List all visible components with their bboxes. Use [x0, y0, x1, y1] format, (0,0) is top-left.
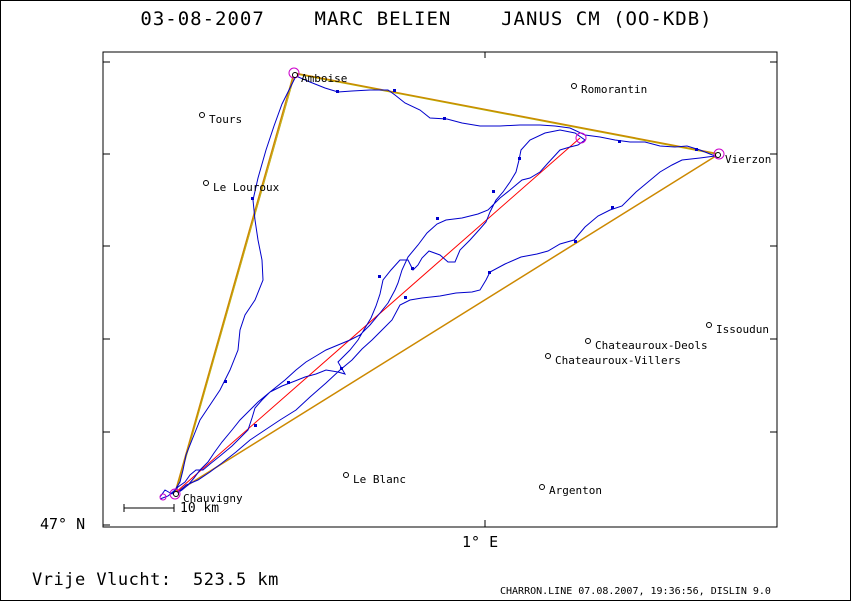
leg-1 [174, 72, 295, 494]
page-title: 03-08-2007 MARC BELIEN JANUS CM (OO-KDB) [140, 8, 713, 30]
town-label-tours: Tours [209, 113, 243, 126]
town-label-le-blanc: Le Blanc [353, 473, 406, 486]
town-dot-chateauroux-villers [545, 353, 551, 359]
scale-bar [123, 504, 175, 512]
town-dot-issoudun [706, 322, 712, 328]
town-label-issoudun: Issoudun [716, 323, 769, 336]
town-dot-chateauroux-deols [585, 338, 591, 344]
leg-1b [175, 73, 296, 494]
start-point [159, 493, 167, 501]
town-label-argenton: Argenton [549, 484, 602, 497]
flight-distance: Vrije Vlucht: 523.5 km [32, 570, 279, 590]
town-dot-le-louroux [203, 180, 209, 186]
town-label-chateauroux-deols: Chateauroux-Deols [595, 339, 708, 352]
turnpoint-amboise [288, 67, 300, 79]
turnpoint-declared [575, 132, 587, 144]
longitude-label: 1° E [462, 533, 499, 551]
turnpoints [159, 67, 725, 501]
town-label-chateauroux-villers: Chateauroux-Villers [555, 354, 681, 367]
axis-ticks [103, 52, 777, 527]
leg-2 [293, 72, 720, 155]
leg-2b [294, 73, 721, 156]
town-label-amboise: Amboise [301, 72, 348, 85]
town-dot-romorantin [571, 83, 577, 89]
town-dot-tours [199, 112, 205, 118]
town-label-le-louroux: Le Louroux [213, 181, 280, 194]
town-dot-vierzon [715, 152, 721, 158]
triangle-course [174, 72, 721, 494]
leg-3 [174, 153, 720, 494]
town-dot-amboise [292, 72, 298, 78]
turnpoint-chauvigny [169, 488, 181, 500]
town-label-vierzon: Vierzon [725, 153, 772, 166]
track-markers [224, 89, 698, 427]
town-dot-chauvigny [173, 491, 179, 497]
town-label-chauvigny: Chauvigny [183, 492, 243, 505]
town-dot-le-blanc [343, 472, 349, 478]
flight-track [159, 75, 717, 500]
town-dot-argenton [539, 484, 545, 490]
turnpoint-vierzon [713, 148, 725, 160]
footer-info: CHARRON.LINE 07.08.2007, 19:36:56, DISLI… [500, 586, 771, 597]
scale-bar-label: 10 km [180, 501, 220, 516]
town-markers [173, 72, 721, 497]
town-label-romorantin: Romorantin [581, 83, 648, 96]
plot-border [102, 51, 778, 528]
latitude-label: 47° N [40, 515, 86, 533]
